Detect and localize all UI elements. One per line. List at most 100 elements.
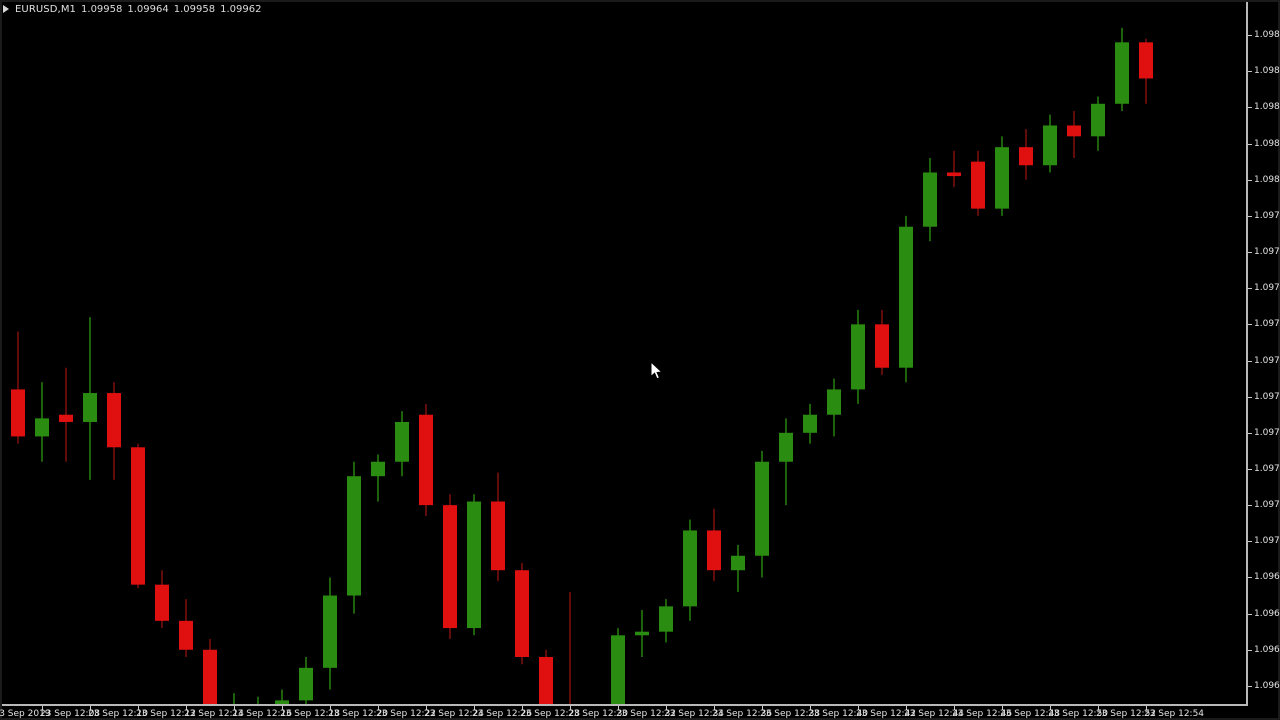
candle	[419, 403, 433, 516]
candle	[1019, 129, 1033, 180]
candle	[155, 570, 169, 629]
candle	[179, 599, 193, 657]
time-tick-label: 23 Sep 12:40	[807, 709, 869, 719]
candle	[779, 418, 793, 506]
price-axis-line	[1246, 2, 1248, 706]
candle	[1139, 38, 1153, 104]
price-tick	[1248, 71, 1252, 73]
ohlc-low-value: 1.09958	[173, 3, 216, 15]
price-tick-label: 1.0970	[1254, 536, 1280, 547]
time-tick	[1050, 706, 1051, 710]
time-tick-label: 23 Sep 12:36	[711, 709, 773, 719]
price-tick	[1248, 613, 1252, 615]
candle	[491, 472, 505, 582]
candle	[827, 378, 841, 437]
price-tick	[1248, 468, 1252, 470]
time-tick-label: 23 Sep 12:28	[519, 709, 581, 719]
candle	[947, 150, 961, 187]
time-tick-label: 23 Sep 12:48	[999, 709, 1061, 719]
time-tick-label: 23 Sep 12:12	[135, 709, 197, 719]
time-tick	[666, 706, 667, 710]
time-tick	[90, 706, 91, 710]
candle	[923, 158, 937, 242]
price-tick	[1248, 252, 1252, 254]
time-tick	[234, 706, 235, 710]
price-tick-label: 1.0973	[1254, 427, 1280, 438]
price-tick-label: 1.0984	[1254, 30, 1280, 41]
ohlc-high-value: 1.09964	[127, 3, 169, 15]
price-tick-label: 1.0976	[1254, 319, 1280, 330]
time-tick	[330, 706, 331, 710]
candle	[755, 450, 769, 578]
time-tick-label: 23 Sep 12:08	[39, 709, 101, 719]
time-tick	[618, 706, 619, 710]
candle	[467, 494, 481, 636]
time-tick-label: 23 Sep 12:46	[951, 709, 1013, 719]
time-tick-label: 23 Sep 12:42	[855, 709, 917, 719]
candle	[275, 689, 289, 704]
time-tick	[1146, 706, 1147, 710]
ohlc-close-value: 1.09962	[220, 3, 262, 15]
price-tick	[1248, 215, 1252, 217]
time-tick	[522, 706, 523, 710]
time-tick-label: 23 Sep 12:38	[759, 709, 821, 719]
chart-plot-area[interactable]	[2, 17, 1246, 704]
price-tick	[1248, 35, 1252, 37]
price-tick	[1248, 143, 1252, 145]
candle	[299, 656, 313, 704]
price-tick	[1248, 107, 1252, 109]
price-tick-label: 1.0980	[1254, 174, 1280, 185]
candle	[203, 638, 217, 704]
price-tick-label: 1.0969	[1254, 572, 1280, 583]
candle	[347, 461, 361, 614]
price-tick	[1248, 649, 1252, 651]
price-tick-label: 1.0979	[1254, 210, 1280, 221]
time-tick-label: 23 Sep 12:34	[663, 709, 725, 719]
price-tick-label: 1.0975	[1254, 355, 1280, 366]
time-axis-line	[2, 704, 1246, 706]
time-tick-label: 23 Sep 12:18	[279, 709, 341, 719]
time-tick	[570, 706, 571, 710]
price-tick	[1248, 324, 1252, 326]
time-tick-label: 23 Sep 12:54	[1143, 709, 1205, 719]
candle	[611, 628, 625, 704]
candle	[851, 309, 865, 404]
triangle-right-icon[interactable]	[3, 5, 9, 13]
time-tick-label: 23 Sep 12:14	[183, 709, 245, 719]
candle	[35, 382, 49, 462]
candle	[1091, 96, 1105, 151]
time-tick-label: 23 Sep 2019	[0, 709, 51, 719]
price-tick-label: 1.0974	[1254, 391, 1280, 402]
candle	[11, 331, 25, 444]
ohlc-open-value: 1.09958	[81, 3, 123, 15]
time-tick	[906, 706, 907, 710]
candle	[1115, 27, 1129, 112]
time-tick-label: 23 Sep 12:20	[327, 709, 389, 719]
candle	[731, 544, 745, 592]
candle	[1043, 114, 1057, 173]
candle	[539, 649, 553, 704]
symbol-timeframe-label: EURUSD,M1	[15, 3, 77, 15]
candle	[59, 367, 73, 462]
price-tick	[1248, 432, 1252, 434]
price-tick	[1248, 360, 1252, 362]
candle	[875, 309, 889, 375]
time-tick	[954, 706, 955, 710]
candle	[707, 508, 721, 582]
time-tick	[1002, 706, 1003, 710]
price-tick-label: 1.0982	[1254, 102, 1280, 113]
time-tick	[714, 706, 715, 710]
candle	[1067, 111, 1081, 159]
time-tick	[474, 706, 475, 710]
candle	[257, 696, 259, 704]
candle	[515, 562, 529, 665]
candle	[371, 454, 385, 502]
time-tick-label: 23 Sep 12:22	[375, 709, 437, 719]
candle	[323, 577, 337, 690]
candle	[569, 591, 571, 704]
price-tick-label: 1.0967	[1254, 644, 1280, 655]
